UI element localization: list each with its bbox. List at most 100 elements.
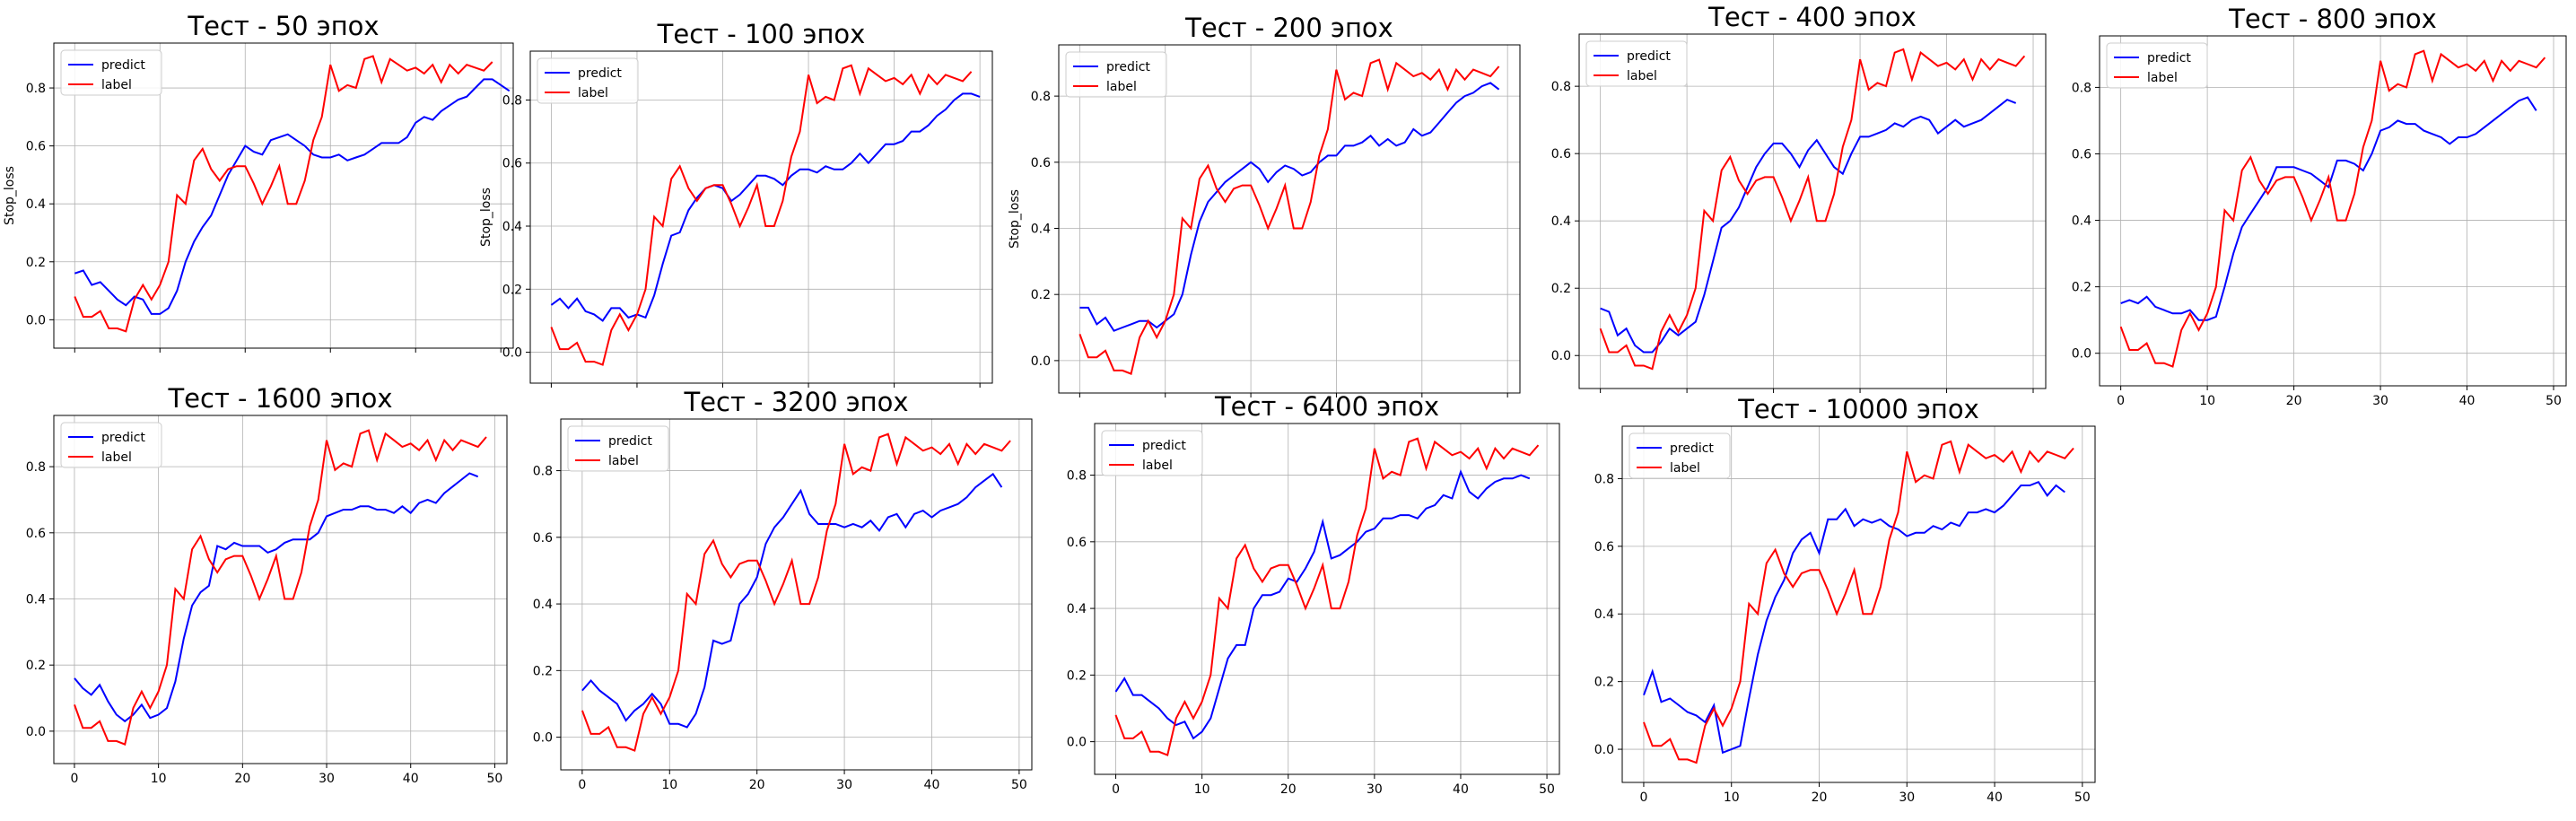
y-tick-label: 0.4: [1031, 223, 1051, 237]
legend: predict label: [60, 422, 162, 468]
y-tick-label: 0.4: [1551, 214, 1571, 229]
y-tick-label: 0.6: [1551, 147, 1571, 162]
subplot-3: 0.0 0.2 0.4 0.6 0.8 Stop_loss Тест - 200 эпох p…: [1008, 13, 1521, 397]
x-tick-label: 50: [1539, 782, 1555, 797]
x-tick-label: 20: [1812, 790, 1828, 805]
series-line-predict: [581, 472, 1003, 729]
y-tick-label: 0.6: [1594, 540, 1614, 555]
y-tick-label: 0.2: [26, 256, 46, 270]
series-line-predict: [74, 472, 479, 723]
series-line-label: [1114, 437, 1540, 756]
x-tick-label: 30: [836, 778, 852, 792]
y-tick-label: 0.6: [502, 157, 522, 171]
y-tick-label: 0.8: [1031, 90, 1051, 104]
plot-frame: [1094, 423, 1560, 775]
series-line-label: [2119, 49, 2546, 368]
series-line-label: [1643, 440, 2074, 764]
y-tick-label: 0.0: [533, 731, 553, 746]
x-tick-label: 50: [1011, 778, 1027, 792]
y-tick-label: 0.2: [533, 664, 553, 678]
legend-label-label: label: [101, 450, 132, 465]
x-tick-label: 0: [1639, 790, 1647, 805]
x-tick-label: 0: [70, 772, 78, 786]
series-line-predict: [74, 78, 511, 315]
series-line-predict: [1643, 480, 2065, 755]
subplot-title: Тест - 800 эпох: [2228, 4, 2437, 34]
series-line-predict: [1600, 98, 2017, 354]
y-axis-label: Stop_loss: [1008, 189, 1022, 249]
y-tick-label: 0.8: [1551, 80, 1571, 94]
legend-label-predict: predict: [578, 66, 622, 81]
legend-label-label: label: [1627, 69, 1657, 83]
x-tick-label: 40: [403, 772, 419, 786]
x-tick-label: 30: [1899, 790, 1915, 805]
y-tick-label: 0.4: [26, 593, 46, 607]
y-tick-label: 0.6: [1031, 156, 1051, 170]
y-tick-label: 0.8: [26, 82, 46, 96]
subplot-title: Тест - 50 эпох: [187, 11, 379, 41]
y-tick-label: 0.4: [533, 598, 553, 612]
x-tick-label: 0: [578, 778, 586, 792]
legend-label-predict: predict: [608, 434, 652, 449]
legend-label-label: label: [608, 454, 639, 468]
series-line-predict: [2120, 96, 2537, 321]
legend-label-predict: predict: [1670, 441, 1714, 456]
x-tick-label: 30: [1367, 782, 1383, 797]
x-tick-label: 20: [2286, 394, 2302, 408]
x-tick-label: 20: [749, 778, 765, 792]
legend-label-label: label: [1670, 461, 1700, 476]
x-tick-label: 10: [1194, 782, 1210, 797]
y-tick-label: 0.2: [1031, 288, 1051, 302]
plot-frame: [53, 415, 508, 764]
subplot-2: 0.0 0.2 0.4 0.6 0.8 Stop_loss Тест - 100 эпох p…: [479, 19, 993, 388]
x-tick-label: 30: [2372, 394, 2388, 408]
plot-frame: [560, 418, 1033, 771]
plot-frame: [1058, 44, 1521, 394]
legend-label-predict: predict: [101, 58, 145, 73]
subplot-title: Тест - 100 эпох: [657, 19, 866, 49]
x-tick-label: 30: [319, 772, 335, 786]
legend-label-predict: predict: [1142, 439, 1186, 453]
subplot-5: 0 10 20 30 40 50 0.0 0.2 0.4 0.6 0.8 Тест - 800 эпо…: [2072, 4, 2567, 408]
x-tick-label: 0: [1112, 782, 1120, 797]
y-tick-label: 0.4: [26, 197, 46, 212]
legend-label-predict: predict: [2147, 51, 2191, 66]
subplot-8: 0 10 20 30 40 50 0.0 0.2 0.4 0.6 0.8 Тест - 6400 эп…: [1067, 391, 1560, 797]
legend: predict label: [1585, 40, 1688, 87]
y-tick-label: 0.0: [1551, 349, 1571, 363]
x-tick-label: 0: [2117, 394, 2125, 408]
legend-label-predict: predict: [101, 431, 145, 445]
x-tick-label: 40: [2459, 394, 2476, 408]
legend-label-label: label: [1142, 459, 1173, 473]
subplot-6: 0 10 20 30 40 50 0.0 0.2 0.4 0.6 0.8 Тест - 1600 эп…: [26, 383, 508, 786]
legend-label-label: label: [2147, 71, 2178, 85]
legend-label-label: label: [101, 78, 132, 92]
x-tick-label: 40: [924, 778, 940, 792]
subplot-7: 0 10 20 30 40 50 0.0 0.2 0.4 0.6 0.8 Тест - 3200 эп…: [533, 387, 1033, 792]
series-line-label: [74, 55, 493, 333]
y-tick-label: 0.2: [26, 659, 46, 673]
y-tick-label: 0.8: [2072, 81, 2091, 95]
x-tick-label: 10: [151, 772, 167, 786]
y-tick-label: 0.0: [1594, 743, 1614, 757]
subplot-title: Тест - 400 эпох: [1707, 2, 1917, 32]
legend-label-predict: predict: [1627, 49, 1671, 64]
subplot-1: 0.0 0.2 0.4 0.6 0.8 Stop_loss Тест - 50 эпох pr…: [3, 11, 514, 353]
series-line-predict: [550, 92, 981, 322]
y-axis-label: Stop_loss: [3, 166, 17, 225]
plot-frame: [1578, 33, 2047, 389]
subplot-4: 0.0 0.2 0.4 0.6 0.8 Тест - 400 эпох predict lab…: [1551, 2, 2047, 393]
y-tick-label: 0.0: [26, 725, 46, 739]
y-tick-label: 0.2: [1067, 668, 1087, 683]
legend: predict label: [60, 49, 162, 96]
plot-frame: [1621, 425, 2096, 783]
legend: predict label: [1629, 432, 1731, 479]
y-tick-label: 0.6: [2072, 147, 2091, 162]
subplot-title: Тест - 6400 эпох: [1214, 391, 1439, 422]
legend-label-label: label: [1106, 80, 1137, 94]
x-tick-label: 10: [2199, 394, 2215, 408]
y-tick-label: 0.8: [502, 93, 522, 108]
plot-frame: [53, 42, 514, 349]
y-tick-label: 0.8: [533, 465, 553, 479]
